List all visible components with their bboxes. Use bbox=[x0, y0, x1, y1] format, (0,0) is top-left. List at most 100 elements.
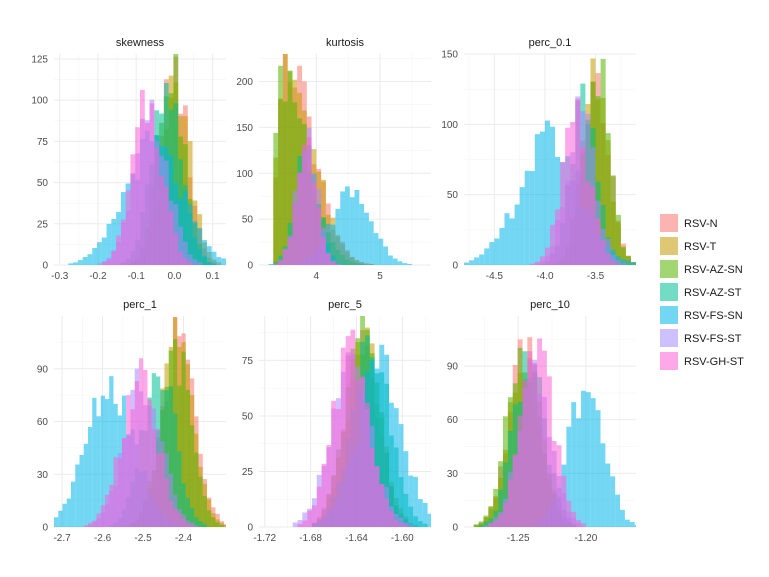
bar-rsv-az-sn bbox=[473, 524, 479, 527]
y-tick-label: 50 bbox=[242, 411, 254, 422]
bar-rsv-fs-sn bbox=[104, 399, 110, 527]
bar-rsv-gh-st bbox=[306, 137, 312, 265]
bar-rsv-gh-st bbox=[144, 122, 150, 265]
bar-rsv-gh-st bbox=[278, 260, 283, 265]
bar-rsv-fs-st bbox=[605, 239, 611, 265]
bar-rsv-fs-sn bbox=[70, 481, 76, 527]
panel-title: skewness bbox=[116, 37, 165, 49]
bar-rsv-fs-sn bbox=[87, 426, 93, 527]
legend-label: RSV-FS-SN bbox=[684, 310, 743, 322]
bar-rsv-gh-st bbox=[529, 263, 535, 265]
bar-rsv-fs-sn bbox=[388, 255, 393, 265]
bar-rsv-gh-st bbox=[561, 475, 567, 527]
bar-rsv-gh-st bbox=[316, 486, 322, 527]
bar-rsv-fs-sn bbox=[62, 503, 67, 527]
panel-title: kurtosis bbox=[326, 37, 364, 49]
bar-rsv-gh-st bbox=[138, 358, 144, 527]
bar-rsv-gh-st bbox=[111, 251, 117, 265]
x-tick-label: 0.1 bbox=[206, 271, 220, 282]
legend-item-rsv-fs-sn: RSV-FS-SN bbox=[660, 306, 743, 324]
bar-rsv-az-sn bbox=[181, 351, 186, 527]
bar-rsv-fs-st bbox=[398, 517, 404, 527]
bar-rsv-az-sn bbox=[198, 476, 203, 527]
y-tick-label: 150 bbox=[441, 50, 458, 61]
bar-rsv-gh-st bbox=[590, 186, 596, 265]
bar-rsv-gh-st bbox=[600, 240, 606, 265]
bar-rsv-gh-st bbox=[566, 500, 572, 527]
bars bbox=[459, 58, 636, 265]
y-tick-label: 0 bbox=[42, 523, 48, 534]
bar-rsv-gh-st bbox=[615, 263, 621, 265]
bar-rsv-gh-st bbox=[168, 211, 174, 265]
x-tick-label: -0.3 bbox=[51, 271, 69, 282]
x-tick-label: -1.68 bbox=[299, 533, 322, 544]
bars bbox=[473, 337, 636, 527]
bars bbox=[268, 54, 412, 265]
y-tick-label: 0 bbox=[247, 523, 253, 534]
bar-rsv-gh-st bbox=[326, 445, 332, 527]
bar-rsv-az-sn bbox=[215, 522, 220, 527]
bar-rsv-fs-sn bbox=[571, 402, 577, 527]
bar-rsv-gh-st bbox=[493, 521, 499, 527]
bar-rsv-az-st bbox=[172, 413, 178, 527]
bar-rsv-gh-st bbox=[403, 524, 409, 527]
bar-rsv-fs-sn bbox=[345, 186, 350, 265]
bar-rsv-fs-sn bbox=[82, 256, 88, 265]
bar-rsv-fs-sn bbox=[484, 248, 490, 265]
bar-rsv-fs-st bbox=[197, 262, 203, 265]
legend-label: RSV-FS-ST bbox=[684, 333, 742, 345]
bar-rsv-gh-st bbox=[384, 498, 390, 527]
bar-rsv-az-st bbox=[181, 483, 186, 527]
bar-rsv-gh-st bbox=[364, 402, 370, 527]
legend-label: RSV-AZ-SN bbox=[684, 264, 743, 276]
bar-rsv-fs-sn bbox=[54, 517, 59, 527]
x-tick-label: -2.5 bbox=[134, 533, 152, 544]
bar-rsv-gh-st bbox=[83, 525, 88, 527]
bar-rsv-fs-sn bbox=[550, 126, 556, 265]
bar-rsv-gh-st bbox=[160, 452, 165, 527]
bar-rsv-gh-st bbox=[605, 253, 611, 265]
bar-rsv-fs-sn bbox=[504, 213, 510, 265]
bar-rsv-az-sn bbox=[483, 515, 489, 527]
panel-perc-10: perc_10 -1.25 -1.20 0 30 60 90 bbox=[447, 299, 636, 544]
bar-rsv-gh-st bbox=[350, 329, 356, 527]
bar-rsv-fs-sn bbox=[397, 261, 403, 265]
bar-rsv-az-st bbox=[503, 462, 508, 527]
bar-rsv-fs-sn bbox=[68, 263, 74, 265]
bar-rsv-gh-st bbox=[571, 511, 577, 527]
bar-rsv-fs-sn bbox=[354, 189, 360, 265]
bar-rsv-fs-sn bbox=[408, 475, 414, 527]
x-tick-label: 4 bbox=[314, 271, 320, 282]
bar-rsv-gh-st bbox=[116, 235, 121, 265]
legend-label: RSV-GH-ST bbox=[684, 356, 744, 368]
y-tick-label: 0 bbox=[452, 523, 458, 534]
y-tick-label: 0 bbox=[247, 261, 253, 272]
bar-rsv-t bbox=[219, 522, 224, 527]
y-tick-label: 50 bbox=[447, 190, 459, 201]
bar-rsv-fs-sn bbox=[379, 344, 385, 527]
bar-rsv-gh-st bbox=[135, 127, 140, 265]
bar-rsv-fs-st bbox=[194, 525, 199, 527]
panel-title: perc_5 bbox=[328, 299, 362, 311]
bar-rsv-gh-st bbox=[297, 523, 303, 527]
x-tick-label: 5 bbox=[377, 271, 383, 282]
panel-perc-0-1: perc_0.1 -4.5 -4.0 -3.5 0 50 100 150 bbox=[441, 37, 636, 282]
bar-rsv-az-st bbox=[177, 451, 182, 527]
bar-rsv-fs-sn bbox=[459, 264, 464, 265]
y-tick-label: 125 bbox=[31, 54, 48, 65]
bar-rsv-gh-st bbox=[595, 218, 601, 265]
bars bbox=[68, 54, 226, 265]
bar-rsv-az-sn bbox=[625, 255, 631, 265]
bar-rsv-fs-sn bbox=[494, 238, 500, 265]
y-tick-label: 50 bbox=[37, 178, 49, 189]
y-tick-label: 200 bbox=[236, 77, 253, 88]
bar-rsv-fs-sn bbox=[340, 191, 345, 265]
bar-rsv-gh-st bbox=[369, 448, 375, 527]
legend: RSV-N RSV-T RSV-AZ-SN RSV-AZ-ST RSV-FS-SN RSV… bbox=[660, 214, 744, 370]
bar-rsv-gh-st bbox=[527, 351, 533, 527]
y-tick-label: 150 bbox=[236, 123, 253, 134]
x-tick-label: -2.4 bbox=[175, 533, 193, 544]
bar-rsv-gh-st bbox=[398, 523, 404, 527]
bar-rsv-fs-sn bbox=[474, 257, 480, 265]
bar-rsv-fs-st bbox=[168, 473, 173, 527]
